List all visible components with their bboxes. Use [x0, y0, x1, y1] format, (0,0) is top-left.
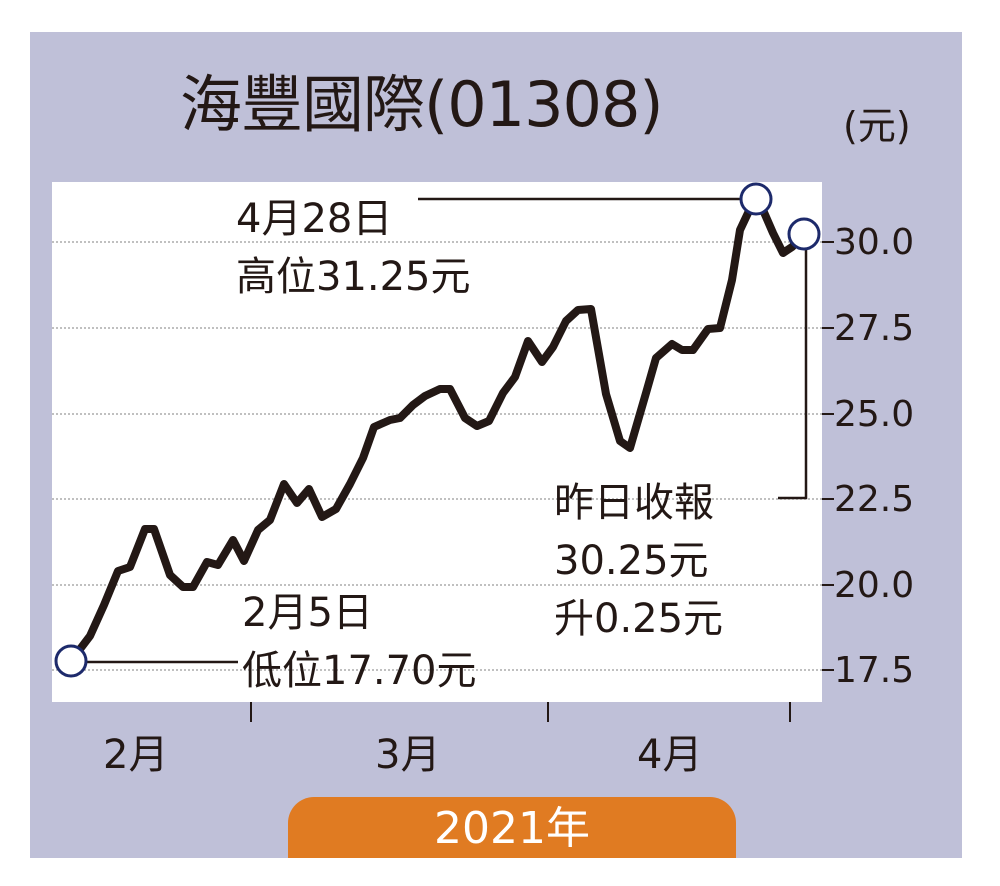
high-annotation: 4月28日 高位31.25元 [236, 196, 471, 300]
y-tick-label: 25.0 [834, 394, 915, 435]
y-tick-label: 20.0 [834, 565, 915, 606]
close-annotation: 昨日收報 30.25元 升0.25元 [554, 480, 724, 642]
y-tick-marks [822, 241, 834, 671]
x-tick-label: 2月 [103, 732, 169, 778]
y-tick-label: 27.5 [834, 308, 915, 349]
x-tick-marks [250, 702, 791, 722]
low-annotation: 2月5日 低位17.70元 [242, 590, 477, 694]
y-tick-label: 30.0 [834, 222, 915, 263]
y-axis-unit: (元) [843, 104, 911, 148]
x-tick-label: 3月 [375, 732, 441, 778]
chart-title: 海豐國際(01308) [180, 68, 664, 141]
y-tick-label: 22.5 [834, 479, 915, 520]
low-marker [54, 644, 88, 678]
markers [54, 182, 821, 678]
close-marker [787, 217, 821, 251]
y-tick-label: 17.5 [834, 650, 915, 691]
high-marker [739, 182, 773, 216]
plot-area [52, 182, 822, 702]
x-tick-label: 4月 [637, 732, 703, 778]
annotation-leaders [86, 197, 808, 664]
price-line [67, 195, 807, 665]
year-badge: 2021年 [288, 797, 736, 858]
